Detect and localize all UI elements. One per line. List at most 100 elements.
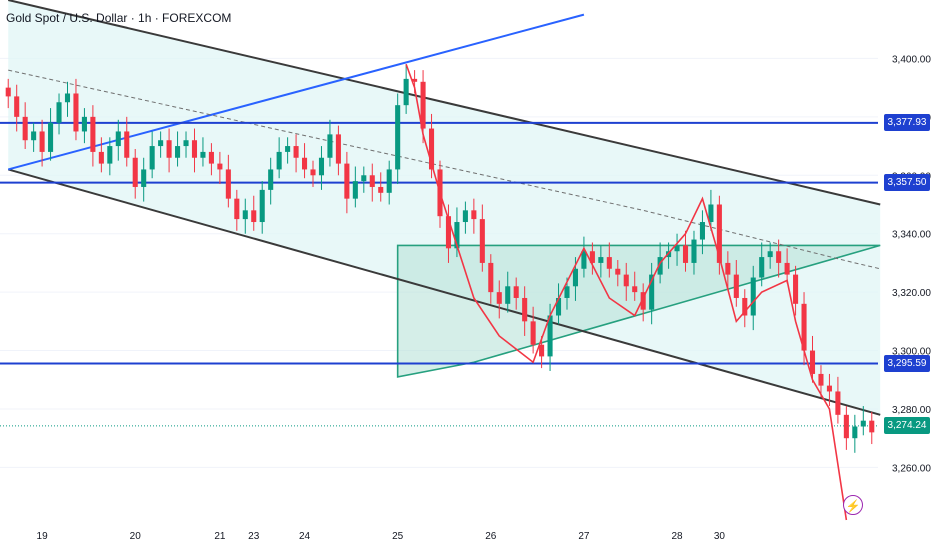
y-tick-label: 3,400.00 [892, 54, 931, 65]
x-tick-label: 30 [714, 531, 726, 542]
red-pattern [405, 63, 848, 521]
candle [869, 411, 875, 445]
candle [276, 137, 282, 179]
candle [318, 146, 325, 190]
candle [166, 128, 172, 173]
candle [132, 148, 138, 199]
candle [589, 242, 595, 275]
x-tick-label: 20 [130, 531, 142, 542]
candle [327, 119, 333, 167]
dashed-midline [8, 69, 881, 270]
candle [124, 116, 130, 167]
candle [598, 245, 604, 278]
candle [352, 166, 358, 208]
candle [835, 376, 841, 424]
y-tick-label: 3,260.00 [892, 463, 931, 474]
candle [302, 143, 308, 179]
candle [98, 137, 104, 173]
candle [615, 260, 621, 287]
candle [462, 201, 468, 234]
x-tick-label: 26 [485, 531, 497, 542]
candle [581, 236, 587, 278]
candle [56, 93, 62, 135]
x-axis: 19 20 21 23 24 25 26 27 28 30 [37, 531, 726, 542]
candle [674, 233, 680, 266]
candle [81, 108, 87, 144]
candle [708, 189, 714, 231]
candle [310, 160, 316, 187]
candle [361, 166, 367, 193]
candle [395, 93, 401, 185]
drawing-lines [7, 0, 881, 416]
candle [742, 289, 748, 328]
candle [285, 137, 291, 164]
candle [293, 134, 299, 173]
x-tick-label: 19 [37, 531, 49, 542]
candle [471, 198, 477, 234]
x-tick-label: 25 [392, 531, 404, 542]
candle [234, 189, 240, 231]
candle [716, 195, 722, 275]
candle [725, 251, 731, 290]
candle [335, 125, 341, 176]
candle [479, 204, 485, 272]
candle [39, 119, 45, 167]
candle [344, 151, 350, 214]
candle [691, 230, 697, 275]
candle [141, 157, 147, 202]
chart-title: Gold Spot / U.S. Dollar · 1h · FOREXCOM [6, 11, 232, 25]
blue-trendline [7, 13, 585, 171]
x-tick-label: 21 [214, 531, 226, 542]
candle [386, 160, 392, 205]
candle [5, 78, 11, 109]
candle [759, 242, 765, 287]
candle [251, 195, 257, 231]
candle [555, 283, 562, 325]
x-tick-label: 27 [578, 531, 590, 542]
candle [183, 131, 189, 158]
candle [445, 204, 452, 263]
level-price-tag: 3,357.50 [884, 174, 930, 192]
channel-upper-line [8, 0, 881, 206]
candle [860, 406, 866, 436]
channel-lower-line [7, 168, 881, 416]
candle [699, 210, 705, 255]
x-tick-label: 28 [671, 531, 683, 542]
candle [64, 81, 71, 117]
candle [90, 105, 96, 167]
candle [369, 163, 375, 202]
candle [632, 271, 638, 301]
candle [107, 137, 113, 176]
candle [158, 131, 164, 158]
candle [115, 119, 121, 161]
x-tick-label: 24 [299, 531, 311, 542]
flash-icon[interactable]: ⚡ [843, 495, 863, 515]
y-tick-label: 3,280.00 [892, 405, 931, 416]
candle [513, 277, 519, 310]
candle [649, 262, 655, 325]
candle [191, 128, 198, 173]
candle [826, 373, 832, 407]
candle [640, 283, 646, 322]
candle [767, 242, 773, 269]
level-price-tag: 3,295.59 [884, 354, 930, 372]
candle [793, 265, 799, 316]
y-tick-label: 3,300.00 [892, 347, 931, 358]
candle [149, 131, 155, 179]
candle [843, 406, 849, 450]
candle [522, 286, 528, 336]
candle [428, 113, 435, 179]
candle [488, 254, 494, 304]
candle [208, 143, 214, 176]
candle [818, 365, 824, 398]
candle [623, 262, 629, 301]
candle [22, 102, 28, 149]
candle [776, 239, 782, 278]
candle [403, 64, 409, 114]
candle [14, 84, 20, 132]
candle [242, 198, 248, 234]
candle [259, 181, 265, 234]
candle [225, 154, 231, 208]
